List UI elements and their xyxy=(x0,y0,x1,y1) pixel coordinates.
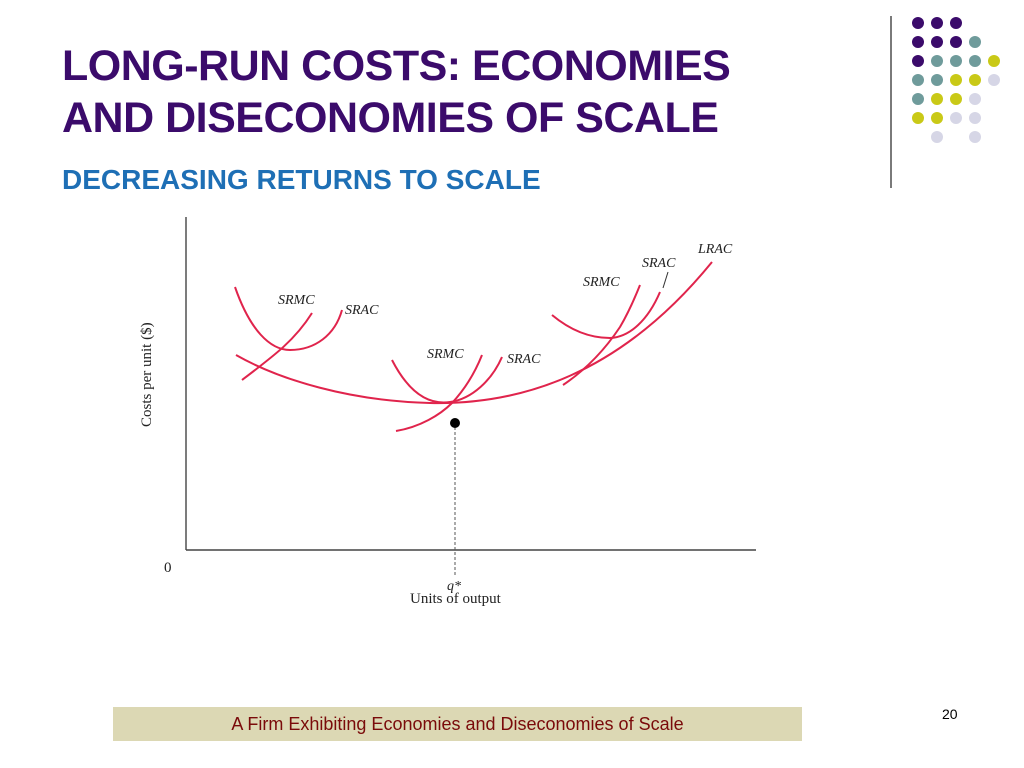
dot xyxy=(988,55,1000,67)
dot xyxy=(912,93,924,105)
dot xyxy=(969,131,981,143)
x-axis-label: Units of output xyxy=(410,591,502,607)
dot xyxy=(931,74,943,86)
dot-row-7 xyxy=(931,131,981,143)
dot xyxy=(969,36,981,48)
dot xyxy=(969,74,981,86)
srac-curve-2 xyxy=(391,356,503,404)
dot xyxy=(931,93,943,105)
y-axis-label: Costs per unit ($) xyxy=(139,322,155,427)
dot xyxy=(912,112,924,124)
dot xyxy=(931,131,943,143)
lrac-curve xyxy=(235,261,713,405)
dot xyxy=(969,93,981,105)
srac-label-pointer xyxy=(662,271,669,289)
dot xyxy=(912,17,924,29)
srac-curve-3 xyxy=(551,291,661,340)
label-srac-1: SRAC xyxy=(345,303,379,318)
slide-subtitle: DECREASING RETURNS TO SCALE xyxy=(62,164,541,195)
dot xyxy=(912,74,924,86)
page-number: 20 xyxy=(942,706,958,722)
dot xyxy=(912,36,924,48)
cost-curve-diagram: LRAC SRAC SRMC SRMC SRAC SRMC SRAC Costs… xyxy=(139,217,756,607)
srmc-curve-1 xyxy=(241,312,313,381)
label-srmc-2: SRMC xyxy=(427,347,464,362)
dot xyxy=(950,112,962,124)
slide-title-line-1: LONG-RUN COSTS: ECONOMIES xyxy=(62,42,731,90)
dot xyxy=(931,36,943,48)
label-srac-3: SRAC xyxy=(642,256,676,271)
dot xyxy=(950,36,962,48)
slide-title: LONG-RUN COSTS: ECONOMIES AND DISECONOMI… xyxy=(62,40,731,144)
dot-row-3 xyxy=(912,55,1000,67)
dot xyxy=(931,17,943,29)
dot xyxy=(931,55,943,67)
dot-row-6 xyxy=(912,112,981,124)
figure-caption: A Firm Exhibiting Economies and Disecono… xyxy=(113,707,802,741)
label-srac-2: SRAC xyxy=(507,352,541,367)
dot xyxy=(950,74,962,86)
dot xyxy=(950,17,962,29)
dot-row-5 xyxy=(912,93,981,105)
label-srmc-3: SRMC xyxy=(583,275,620,290)
srmc-curve-2 xyxy=(395,354,483,432)
dot xyxy=(950,55,962,67)
decorative-dot-grid xyxy=(912,17,1000,143)
dot xyxy=(912,55,924,67)
label-srmc-1: SRMC xyxy=(278,293,315,308)
dot xyxy=(969,112,981,124)
srmc-curve-3 xyxy=(562,284,641,386)
origin-label: 0 xyxy=(164,560,172,576)
q-star-label: q* xyxy=(447,579,461,594)
dot xyxy=(969,55,981,67)
dot xyxy=(950,93,962,105)
srac-curve-1 xyxy=(234,286,343,352)
dot-row-4 xyxy=(912,74,1000,86)
dot xyxy=(988,74,1000,86)
dot-row-1 xyxy=(912,17,962,29)
decorative-divider xyxy=(890,16,892,188)
label-lrac: LRAC xyxy=(697,242,733,257)
minimum-point-marker xyxy=(450,418,460,428)
slide-title-line-2: AND DISECONOMIES OF SCALE xyxy=(62,94,719,142)
dot-row-2 xyxy=(912,36,981,48)
dot xyxy=(931,112,943,124)
